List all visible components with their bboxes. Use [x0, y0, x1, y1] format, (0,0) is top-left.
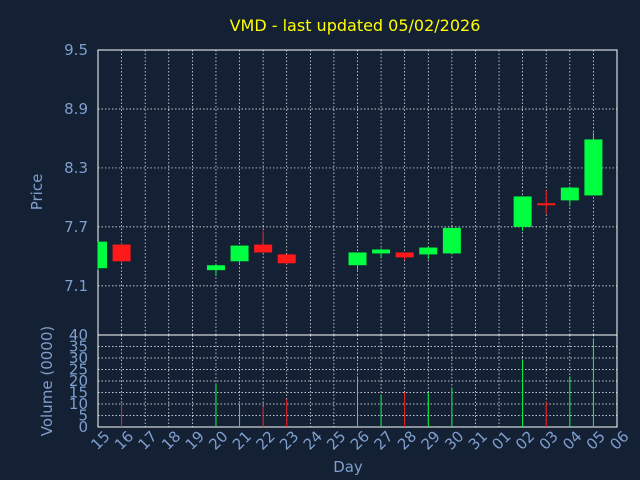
price-tick-label: 8.9 — [64, 100, 88, 118]
price-tick-label: 7.1 — [64, 277, 88, 295]
candle-body — [419, 247, 438, 255]
volume-tick-label: 30 — [69, 349, 88, 367]
candle-body — [372, 249, 391, 254]
volume-axis-label: Volume (0000) — [38, 326, 56, 436]
candle-body — [206, 265, 225, 271]
candle-body — [513, 196, 532, 227]
candle-body — [230, 245, 249, 262]
price-tick-label: 8.3 — [64, 159, 88, 177]
candle-body — [277, 254, 296, 264]
volume-tick-label: 15 — [69, 384, 88, 402]
chart-title: VMD - last updated 05/02/2026 — [230, 16, 481, 35]
candle-body — [254, 244, 273, 253]
candle-body — [442, 227, 461, 254]
x-tick-labels: 1516171819202122232425262728293031010203… — [87, 427, 632, 453]
price-axis-label: Price — [28, 174, 46, 211]
price-tick-label: 9.5 — [64, 41, 88, 59]
candle-body — [560, 187, 579, 201]
candle-body — [584, 139, 603, 196]
candle-body — [395, 252, 414, 258]
volume-tick-label: 10 — [69, 395, 88, 413]
price-tick-label: 7.7 — [64, 218, 88, 236]
volume-tick-label: 35 — [69, 338, 88, 356]
volume-tick-label: 40 — [69, 326, 88, 344]
day-axis-label: Day — [333, 458, 363, 476]
candle-body — [112, 244, 131, 262]
volume-tick-label: 0 — [78, 418, 88, 436]
volume-tick-label: 20 — [69, 372, 88, 390]
candle-body — [348, 252, 367, 266]
candle-body — [98, 241, 107, 269]
volume-tick-label: 25 — [69, 361, 88, 379]
volume-tick-label: 5 — [78, 407, 88, 425]
